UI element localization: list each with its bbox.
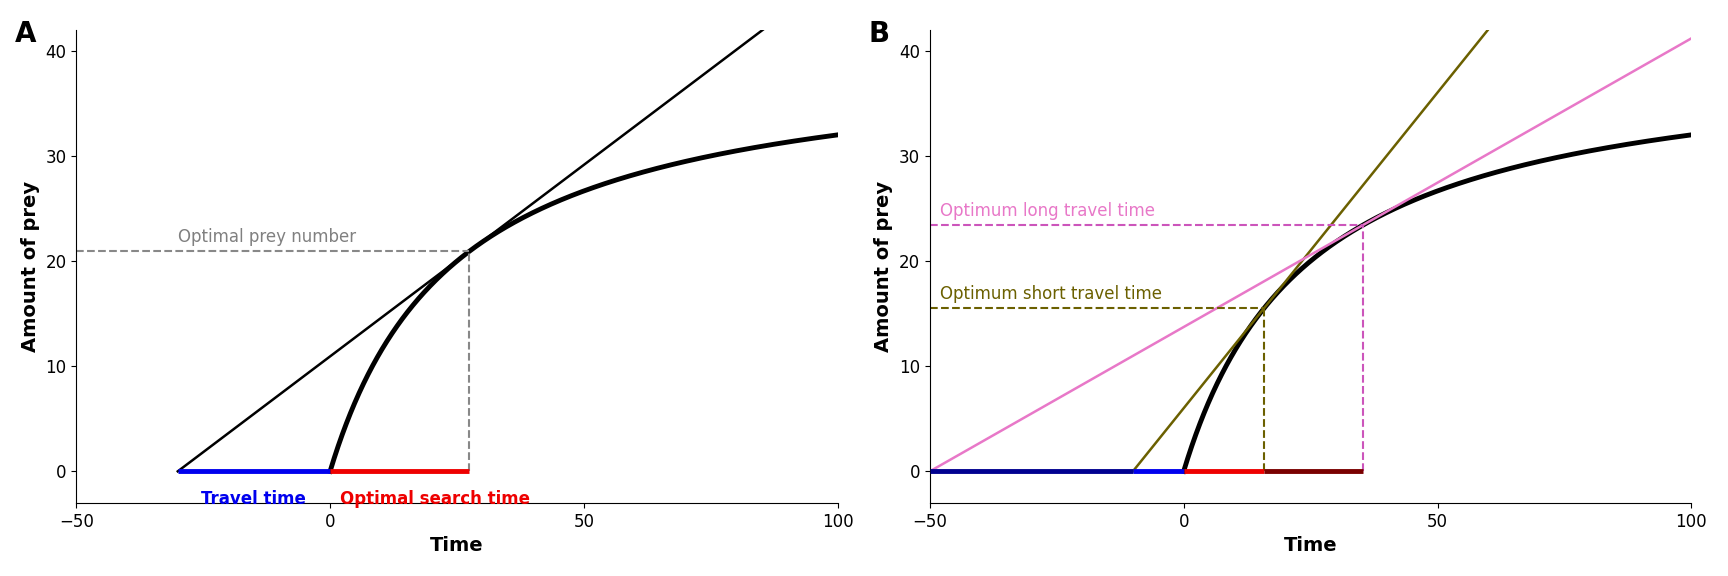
Y-axis label: Amount of prey: Amount of prey (874, 181, 893, 352)
X-axis label: Time: Time (430, 536, 484, 555)
Text: Optimum short travel time: Optimum short travel time (940, 285, 1161, 303)
X-axis label: Time: Time (1284, 536, 1337, 555)
Text: Travel time: Travel time (202, 490, 306, 508)
Text: B: B (869, 20, 890, 48)
Text: Optimum long travel time: Optimum long travel time (940, 202, 1154, 219)
Y-axis label: Amount of prey: Amount of prey (21, 181, 40, 352)
Text: Optimal search time: Optimal search time (340, 490, 530, 508)
Text: A: A (16, 20, 36, 48)
Text: Optimal prey number: Optimal prey number (178, 228, 356, 246)
